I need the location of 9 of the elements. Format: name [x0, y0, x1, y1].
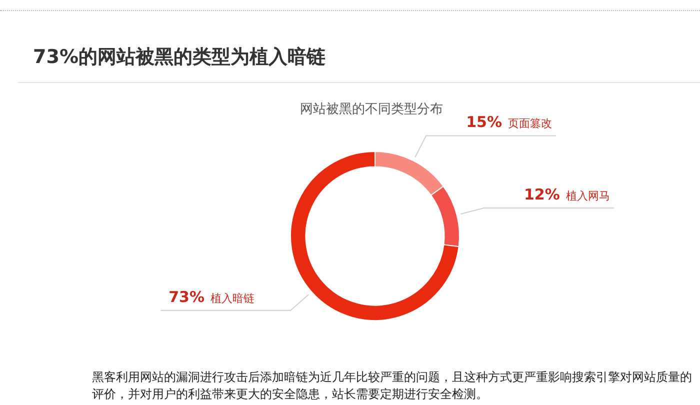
chart-subtitle: 网站被黑的不同类型分布: [300, 101, 443, 118]
slice-label: 页面篡改: [508, 117, 552, 130]
slice-label: 植入暗链: [210, 292, 255, 305]
data-label: 15%: [466, 113, 502, 132]
text: 黑客利用网站的漏洞进行攻击后添加暗链为近几年比较严重的问题，且这种方式更严重影响搜索引擎对网站质量的评价，并对用户的利益带来更大的安全隐患，站长需要定期进行安全检测。: [92, 369, 692, 403]
data-label: 12%: [524, 185, 560, 204]
data-label: 73%: [168, 288, 205, 306]
slice-label: 植入网马: [566, 189, 610, 202]
chart-title: 73%的网站被黑的类型为植入暗链: [33, 45, 326, 70]
